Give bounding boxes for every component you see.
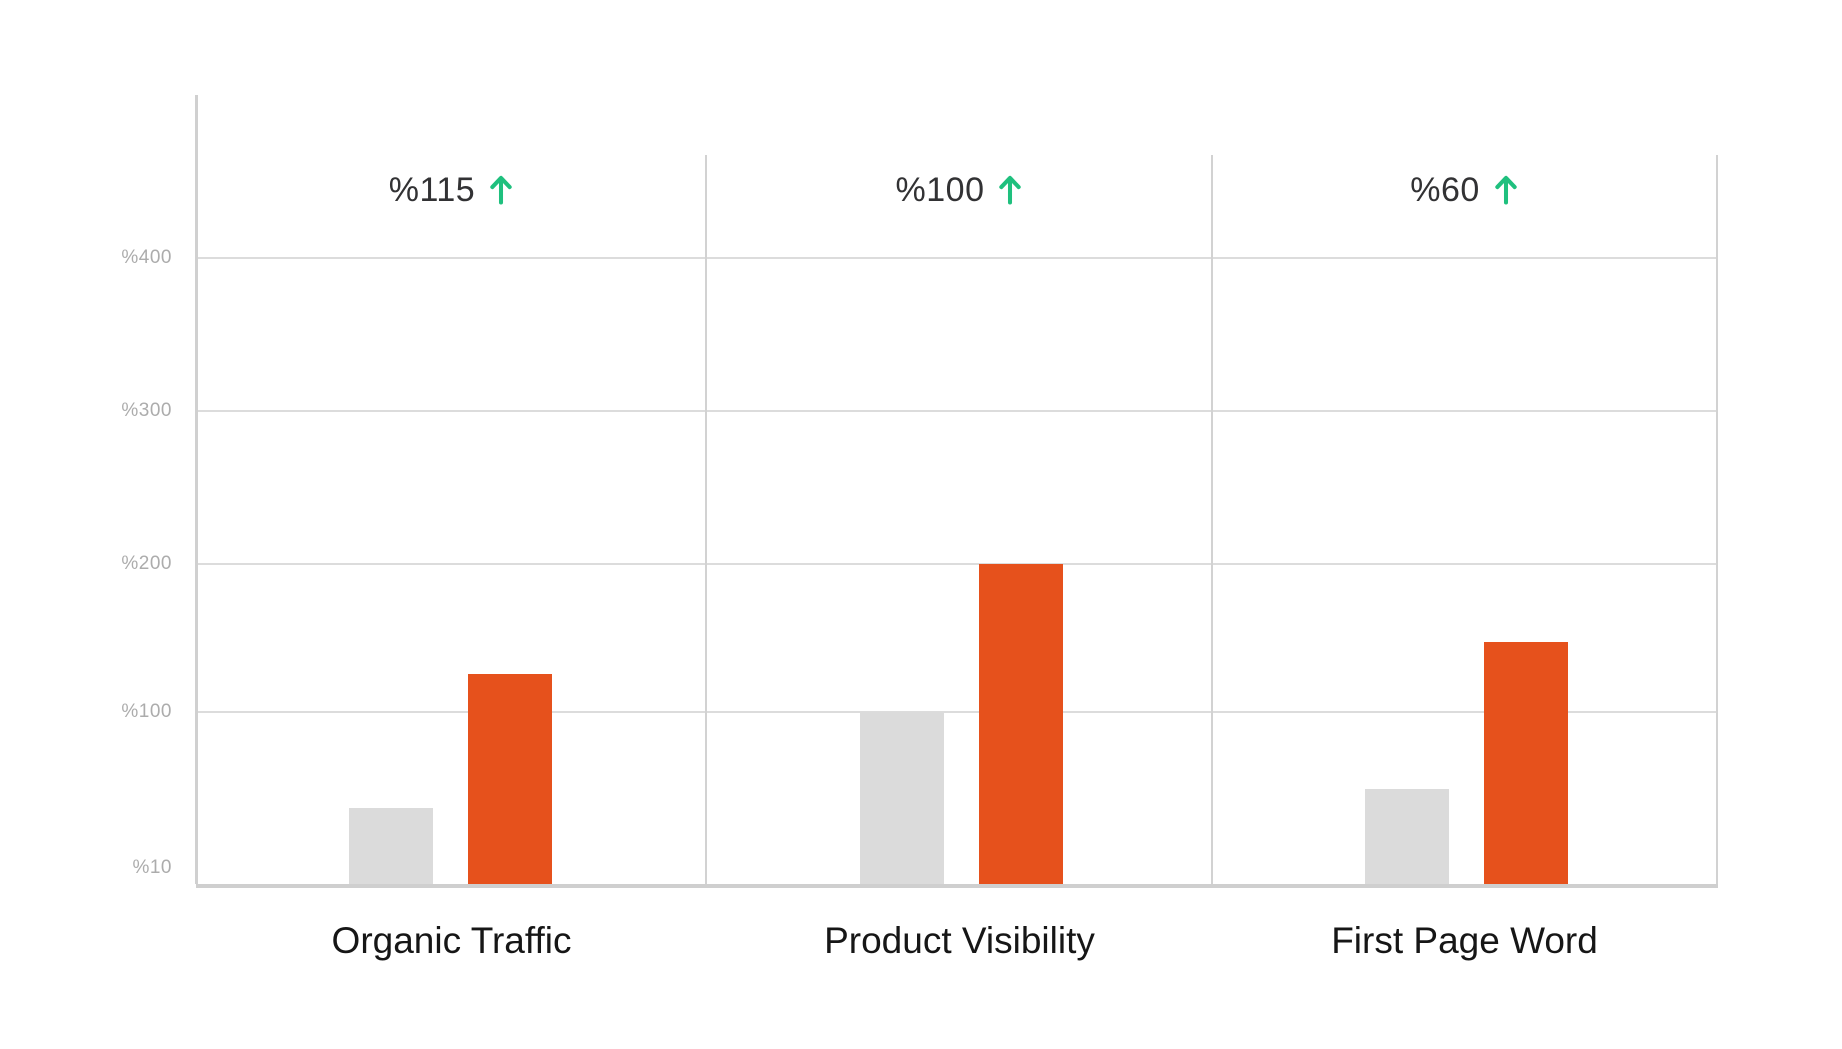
annotation-value: %60 — [1410, 171, 1480, 209]
gridline-300 — [197, 410, 1717, 412]
annotation-first-page-word: %60 — [1212, 165, 1717, 215]
category-label: Organic Traffic — [331, 920, 572, 961]
bar-after — [1484, 641, 1568, 884]
panel-organic-traffic: %115 Organic Traffic — [196, 0, 707, 1049]
y-tick-label: %300 — [121, 400, 172, 421]
bar-before — [1365, 789, 1449, 884]
y-tick-label: %200 — [121, 553, 172, 574]
gridline-400 — [197, 257, 1717, 259]
annotation-product-visibility: %100 — [707, 165, 1212, 215]
up-arrow-icon — [999, 175, 1022, 205]
panel-product-visibility: %100 Product Visibility — [707, 0, 1212, 1049]
gridline-100 — [197, 711, 1717, 713]
x-axis-line — [196, 884, 1718, 888]
y-tick-label: %100 — [121, 701, 172, 722]
category-label: Product Visibility — [824, 920, 1095, 961]
up-arrow-icon — [1495, 175, 1517, 205]
bar-before — [349, 808, 433, 884]
y-tick-label: %400 — [121, 247, 172, 268]
panel-first-page-word: %60 First Page Word — [1212, 0, 1717, 1049]
y-tick-label: %10 — [132, 857, 172, 878]
y-axis-line — [195, 95, 198, 884]
plot-right-border — [1716, 155, 1718, 884]
annotation-value: %100 — [895, 171, 985, 209]
panel-divider-2 — [1211, 155, 1213, 884]
bar-after — [979, 564, 1063, 884]
gridline-200 — [197, 563, 1717, 565]
category-label: First Page Word — [1331, 920, 1598, 961]
annotation-organic-traffic: %115 — [196, 165, 707, 215]
panel-divider-1 — [705, 155, 707, 884]
annotation-value: %115 — [388, 171, 476, 209]
up-arrow-icon — [490, 175, 512, 205]
bar-before — [860, 712, 944, 884]
bar-after — [468, 674, 552, 884]
